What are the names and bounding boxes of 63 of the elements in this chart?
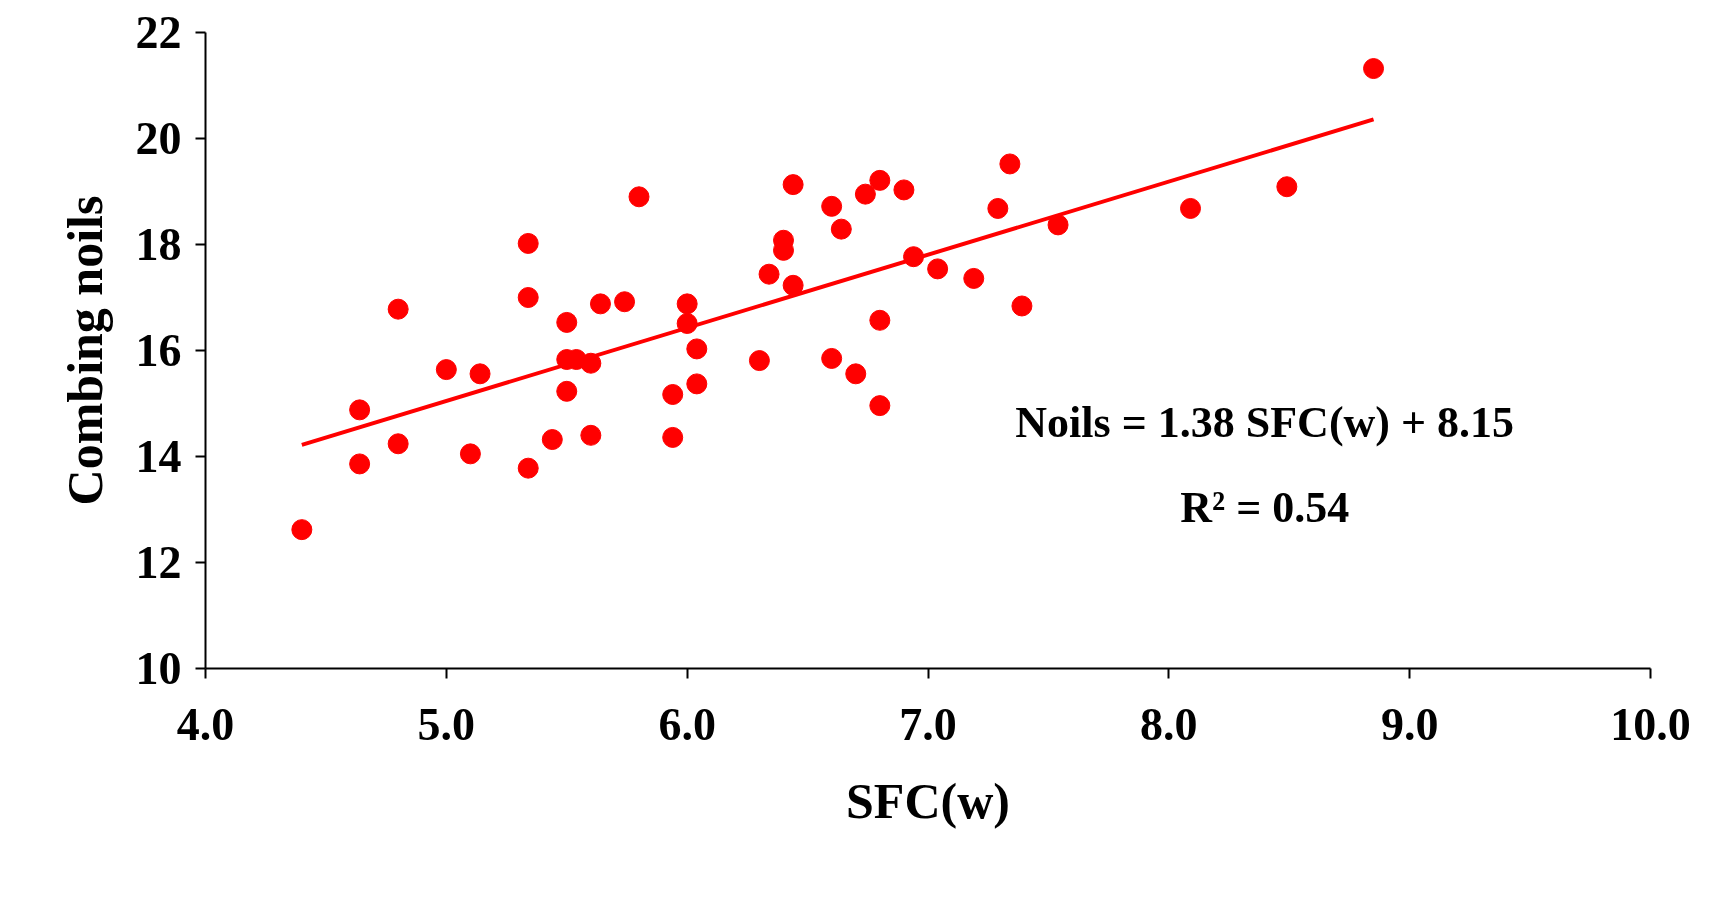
point — [517, 457, 539, 479]
point — [782, 274, 804, 296]
point — [1276, 176, 1298, 198]
point — [541, 429, 563, 451]
annotation: R² = 0.54 — [1180, 483, 1350, 533]
point — [1363, 58, 1385, 80]
point — [854, 183, 876, 205]
y-tick-label: 16 — [135, 325, 182, 376]
point — [556, 380, 578, 402]
point — [686, 338, 708, 360]
point — [628, 186, 650, 208]
point — [387, 298, 409, 320]
point — [556, 311, 578, 333]
x-tick-label: 7.0 — [899, 698, 957, 750]
point — [291, 519, 313, 541]
x-tick-label: 9.0 — [1380, 698, 1439, 750]
point — [999, 153, 1021, 175]
point — [893, 179, 915, 201]
point — [782, 174, 804, 196]
point — [435, 359, 457, 381]
point — [459, 443, 481, 465]
point — [469, 363, 491, 385]
x-tick-label: 4.0 — [176, 698, 235, 750]
point — [830, 218, 852, 240]
point — [1047, 214, 1069, 236]
y-tick-label: 22 — [135, 7, 182, 58]
point — [987, 197, 1009, 219]
y-tick-label: 14 — [135, 431, 182, 482]
point — [869, 169, 891, 191]
y-axis-title: Combing noils — [56, 195, 113, 506]
point — [869, 309, 891, 331]
point — [676, 293, 698, 315]
point — [821, 195, 843, 217]
y-tick-label: 20 — [135, 113, 182, 164]
y-tick-label: 10 — [135, 643, 182, 694]
point — [821, 347, 843, 369]
point — [758, 263, 780, 285]
point — [963, 267, 985, 289]
x-tick-label: 6.0 — [658, 698, 716, 750]
point — [517, 287, 539, 308]
point — [614, 291, 636, 313]
x-axis-title: SFC(w) — [846, 772, 1010, 829]
point — [349, 453, 371, 475]
point — [869, 395, 891, 417]
point — [387, 433, 409, 455]
x-tick-label: 10.0 — [1610, 698, 1691, 750]
point — [1180, 197, 1202, 219]
x-tick-label: 8.0 — [1140, 698, 1198, 750]
point — [662, 384, 684, 405]
point — [662, 426, 684, 448]
y-tick-label: 18 — [135, 219, 182, 270]
annotation: Noils = 1.38 SFC(w) + 8.15 — [1015, 397, 1515, 447]
point — [349, 399, 371, 421]
point — [517, 232, 539, 254]
point — [927, 258, 949, 280]
point — [1011, 295, 1033, 317]
point — [686, 373, 708, 395]
point — [589, 293, 611, 315]
y-tick-label: 12 — [135, 537, 182, 588]
x-tick-label: 5.0 — [417, 698, 476, 750]
point — [580, 424, 602, 446]
point — [748, 350, 770, 372]
point — [845, 363, 867, 385]
